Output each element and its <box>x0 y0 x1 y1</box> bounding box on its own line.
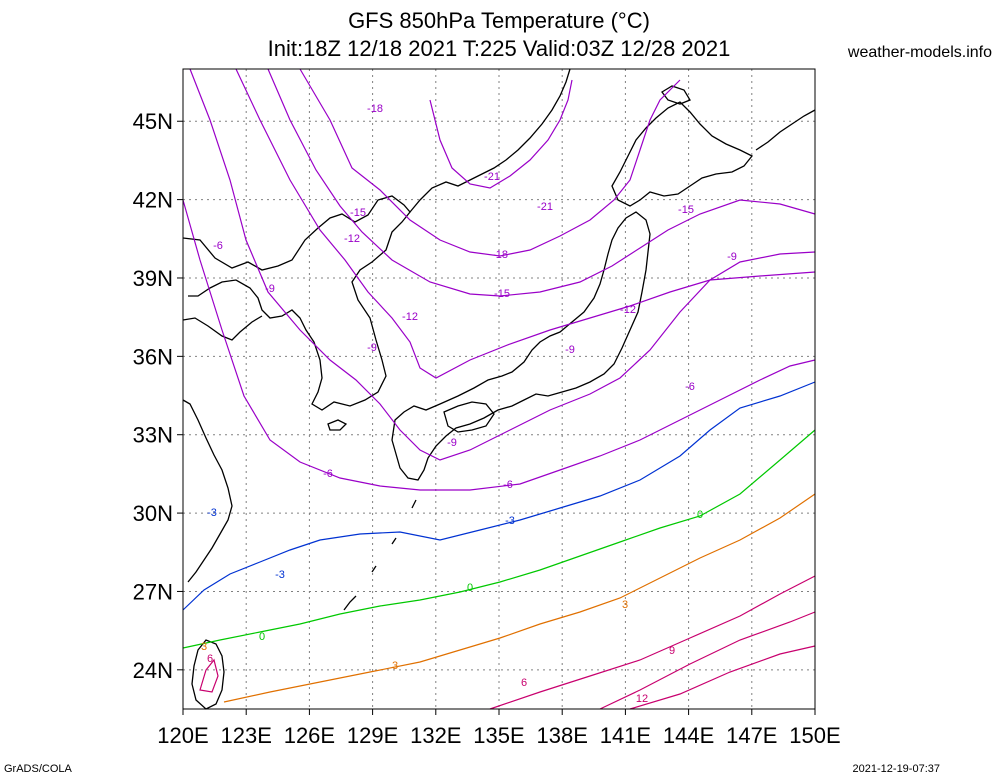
lat-tick-label: 36N <box>133 344 173 369</box>
map-grid <box>183 69 815 709</box>
contour-label: -18 <box>492 249 508 261</box>
contour-label: -9 <box>265 283 275 295</box>
lon-tick-label: 144E <box>663 723 714 748</box>
contour-label: 0 <box>697 509 703 521</box>
footer-timestamp: 2021-12-19-07:37 <box>852 763 940 775</box>
contour-label: -9 <box>727 251 737 263</box>
lon-tick-label: 135E <box>473 723 524 748</box>
footer-credit: GrADS/COLA <box>4 763 72 775</box>
contour-label: -12 <box>344 233 360 245</box>
lat-tick-label: 27N <box>133 579 173 604</box>
lon-tick-label: 120E <box>157 723 208 748</box>
contour-label: 3 <box>392 660 398 672</box>
coastline-korea <box>182 195 411 411</box>
contour-label: -3 <box>505 515 515 527</box>
contour--18 <box>299 68 681 257</box>
map-axes: 24N 27N 30N 33N 36N 39N 42N 45N 120E 123E 126E 129E… <box>133 109 841 748</box>
lon-tick-label: 141E <box>600 723 651 748</box>
contour--3 <box>182 381 816 611</box>
contour-label: 6 <box>207 653 213 665</box>
lon-tick-label: 132E <box>410 723 461 748</box>
map-subtitle: Init:18Z 12/18 2021 T:225 Valid:03Z 12/2… <box>267 36 731 61</box>
contour--12 <box>235 68 816 379</box>
contour-label: -6 <box>503 479 513 491</box>
contour-3 <box>223 493 816 703</box>
coastline-sakhalin <box>661 85 691 105</box>
contour-0 <box>182 429 816 649</box>
coastline-ryukyu <box>343 499 417 611</box>
coastline-china <box>182 315 263 583</box>
contour-label: -12 <box>620 304 636 316</box>
contour-label: -12 <box>402 311 418 323</box>
contour-label: 3 <box>201 641 207 653</box>
contour-label: -9 <box>447 437 457 449</box>
contour-6 <box>489 575 816 710</box>
lon-tick-label: 126E <box>284 723 335 748</box>
contour-label: 0 <box>467 582 473 594</box>
contour-label: 3 <box>622 599 628 611</box>
coastline-taiwan <box>191 639 225 710</box>
contour-label: 9 <box>669 645 675 657</box>
site-watermark: weather-models.info <box>847 44 992 61</box>
isotherm-lines <box>182 68 816 710</box>
contour-label: -21 <box>537 201 553 213</box>
contour-label: -3 <box>207 507 217 519</box>
lat-tick-label: 33N <box>133 423 173 448</box>
contour-label: 6 <box>521 677 527 689</box>
coastline-kurils <box>755 109 816 151</box>
coastline-shikoku <box>443 401 495 433</box>
lon-tick-label: 129E <box>347 723 398 748</box>
contour-label: -15 <box>494 288 510 300</box>
contour-label: -21 <box>484 171 500 183</box>
contour-labels: -21 -21 -18 -18 -15 -15 -15 -12 -12 -12 -9 -9 -9 -9 -9… <box>201 103 737 705</box>
contour-label: -18 <box>367 103 383 115</box>
contour-taiwan-warm <box>199 658 219 693</box>
lat-tick-label: 45N <box>133 109 173 134</box>
contour-label: -9 <box>367 342 377 354</box>
lon-tick-label: 150E <box>789 723 840 748</box>
lon-tick-label: 123E <box>221 723 272 748</box>
contour-12 <box>629 645 816 710</box>
coastline-jeju <box>327 419 348 431</box>
map-title: GFS 850hPa Temperature (°C) <box>348 8 650 33</box>
contour--21 <box>429 79 573 189</box>
contour-label: -9 <box>565 344 575 356</box>
lat-tick-label: 24N <box>133 658 173 683</box>
lat-tick-label: 39N <box>133 266 173 291</box>
contour--6 <box>182 199 816 491</box>
contour-label: 12 <box>636 693 648 705</box>
coastline-russia <box>409 68 571 213</box>
coastlines <box>182 68 816 710</box>
lon-tick-label: 138E <box>537 723 588 748</box>
contour-9 <box>599 611 816 710</box>
contour-label: -15 <box>350 207 366 219</box>
lat-tick-label: 30N <box>133 501 173 526</box>
contour-label: -15 <box>678 204 694 216</box>
contour-label: -6 <box>685 381 695 393</box>
contour-label: -3 <box>275 569 285 581</box>
contour-label: 0 <box>259 631 265 643</box>
contour--15 <box>267 68 816 297</box>
contour-label: -6 <box>213 240 223 252</box>
coastline-japan <box>391 211 651 481</box>
contour--9 <box>189 68 816 461</box>
contour-label: -6 <box>323 468 333 480</box>
lat-tick-label: 42N <box>133 188 173 213</box>
lon-tick-label: 147E <box>726 723 777 748</box>
